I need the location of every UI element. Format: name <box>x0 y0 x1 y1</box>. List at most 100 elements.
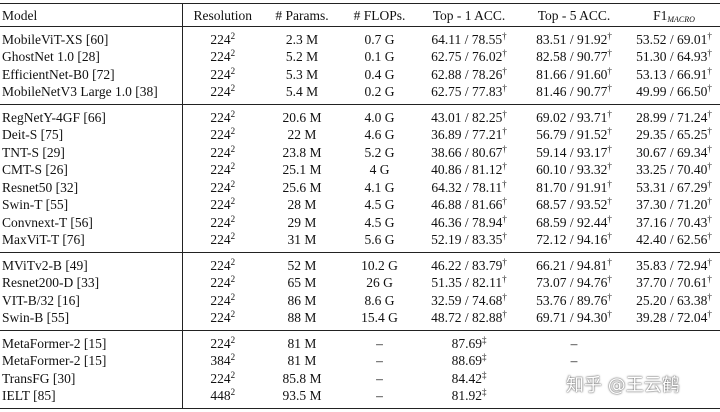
superscript: † <box>607 274 612 285</box>
table-cell: 2242 <box>181 143 263 161</box>
cell-text: 25.20 / 63.38 <box>636 292 708 308</box>
cell-text: 43.01 / 82.25 <box>431 110 503 125</box>
table-cell: 4.0 G <box>364 110 395 125</box>
table-cell: 69.71 / 94.30† <box>520 309 628 331</box>
table-cell: 87.69‡ <box>418 331 520 353</box>
cell-text: 38.66 / 80.67 <box>431 144 503 160</box>
model-name: GhostNet 1.0 [28] <box>2 49 100 65</box>
cell-text: 49.99 / 66.50 <box>636 84 708 99</box>
cell-text: 35.83 / 72.94 <box>636 258 708 273</box>
header-row: Model Resolution # Params. # FLOPs. Top - 1 … <box>0 3 720 27</box>
table-cell: 2242 <box>181 83 263 105</box>
table-row: Swin-T [55] 2242 28 M 4.5 G 46.88 / 81.66† 68… <box>0 196 720 214</box>
table-row: Resnet200-D [33] 2242 65 M 26 G 51.35 / 82.1… <box>0 274 720 292</box>
table-cell: 64.32 / 78.11† <box>418 179 520 197</box>
cell-text: 69.02 / 93.71 <box>536 110 608 125</box>
cell-text: 68.59 / 92.44 <box>536 214 608 230</box>
table-row: Swin-B [55] 2242 88 M 15.4 G 48.72 / 82.88† 6… <box>0 309 720 331</box>
table-row: VIT-B/32 [16] 2242 86 M 8.6 G 32.59 / 74.68†… <box>0 291 720 310</box>
superscript: † <box>707 178 712 189</box>
superscript: † <box>707 31 712 41</box>
table-cell: 35.83 / 72.94† <box>628 253 720 275</box>
cell-text: 224 <box>210 84 231 99</box>
table-cell: 2242 <box>181 252 263 274</box>
table-cell: 42.40 / 62.56† <box>628 231 720 253</box>
column-header: # FLOPs. <box>353 7 406 23</box>
superscript: † <box>707 291 712 302</box>
table-cell: 25.6 M <box>282 179 322 195</box>
table-cell: 37.16 / 70.43† <box>628 214 720 232</box>
cell-text: 87.69 <box>451 336 482 351</box>
table-cell: 2242 <box>181 196 263 214</box>
cell-text: 224 <box>210 32 231 47</box>
cell-text: 68.57 / 93.52 <box>536 197 608 213</box>
model-name: EfficientNet-B0 [72] <box>2 66 115 82</box>
table-cell: 4.1 G <box>364 179 395 195</box>
table-cell: 53.52 / 69.01† <box>628 27 720 49</box>
superscript: 2 <box>230 369 236 380</box>
table-cell: 59.14 / 93.17† <box>520 144 628 162</box>
superscript: † <box>707 196 712 207</box>
superscript: † <box>607 143 612 154</box>
table-cell: – <box>376 388 383 403</box>
table-cell: 32.59 / 74.68† <box>418 292 520 310</box>
table-cell: 38.66 / 80.67† <box>418 144 520 162</box>
model-name: CMT-S [26] <box>2 162 68 178</box>
table-row: RegNetY-4GF [66] 2242 20.6 M 4.0 G 43.01 / 8… <box>0 104 720 127</box>
superscript: † <box>607 31 612 41</box>
table-cell: 2242 <box>181 291 263 309</box>
table-cell: 46.88 / 81.66† <box>418 196 520 214</box>
cell-text: 73.07 / 94.76 <box>536 275 608 291</box>
model-name: MobileNetV3 Large 1.0 [38] <box>2 84 158 99</box>
superscript: † <box>607 48 612 59</box>
cell-text: 224 <box>210 179 231 195</box>
table-cell: – <box>376 353 383 369</box>
cell-text: 62.75 / 76.02 <box>431 49 503 65</box>
table-cell <box>628 331 720 353</box>
superscript: † <box>502 143 507 154</box>
table-row: TNT-S [29] 2242 23.8 M 5.2 G 38.66 / 80.67† 5… <box>0 143 720 162</box>
table-cell: 28 M <box>287 197 317 213</box>
row-group: RegNetY-4GF [66] 2242 20.6 M 4.0 G 43.01 / 8… <box>0 104 720 253</box>
table-cell: 29.35 / 65.25† <box>628 126 720 144</box>
model-name: MetaFormer-2 [15] <box>2 353 107 369</box>
cell-text: 224 <box>210 292 231 308</box>
table-cell: 48.72 / 82.88† <box>418 309 520 331</box>
superscript: † <box>707 309 712 319</box>
cell-text: 37.30 / 71.20 <box>636 197 708 213</box>
table-cell: 25.1 M <box>282 162 322 178</box>
table-cell: 22 M <box>287 127 317 143</box>
table-cell: 43.01 / 82.25† <box>418 105 520 127</box>
table-cell: 84.42‡ <box>418 370 520 388</box>
model-name: TNT-S [29] <box>2 144 65 160</box>
table-cell: 25.20 / 63.38† <box>628 292 720 310</box>
table-cell: 10.2 G <box>361 258 398 273</box>
table-row: GhostNet 1.0 [28] 2242 5.2 M 0.1 G 62.75 / 7… <box>0 48 720 66</box>
superscript: 2 <box>230 291 236 302</box>
table-cell: 5.2 G <box>364 144 395 160</box>
table-cell: 81.66 / 91.60† <box>520 66 628 84</box>
cell-text: 37.70 / 70.61 <box>636 275 708 291</box>
cell-text: 224 <box>210 66 231 82</box>
cell-text: 46.88 / 81.66 <box>431 197 503 213</box>
table-cell: 2242 <box>181 48 263 66</box>
cell-text: 224 <box>210 49 231 65</box>
table-cell: 88.69‡ <box>418 352 520 370</box>
superscript: ‡ <box>481 369 487 380</box>
cell-text: 62.88 / 78.26 <box>431 66 503 82</box>
superscript: 2 <box>230 65 236 76</box>
cell-text: 51.35 / 82.11 <box>431 275 503 291</box>
model-name: Resnet200-D [33] <box>2 275 100 291</box>
table-cell: 5.6 G <box>364 232 395 247</box>
superscript: 2 <box>230 274 236 285</box>
cell-text: 81.92 <box>451 388 482 403</box>
superscript: † <box>707 65 712 76</box>
cell-text: 53.76 / 89.76 <box>536 292 608 308</box>
subscript: MACRO <box>667 14 695 24</box>
table-cell: 82.58 / 90.77† <box>520 48 628 66</box>
table-row: MaxViT-T [76] 2242 31 M 5.6 G 52.19 / 83.35†… <box>0 231 720 253</box>
superscript: † <box>707 231 712 241</box>
superscript: 2 <box>230 335 236 345</box>
table-cell: 72.12 / 94.16† <box>520 231 628 253</box>
